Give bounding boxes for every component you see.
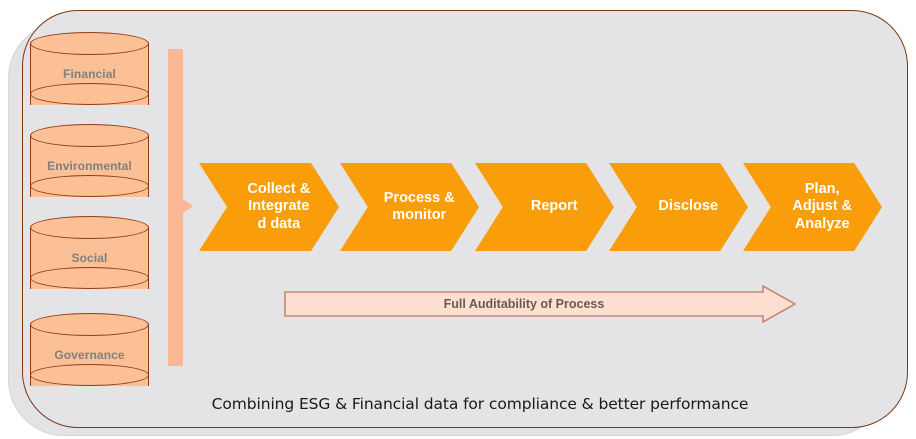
data-bus-bar	[168, 49, 183, 366]
data-source-cylinder-governance[interactable]: Governance	[30, 313, 149, 397]
cylinder-bottom-ellipse	[30, 83, 149, 105]
diagram-caption: Combining ESG & Financial data for compl…	[211, 395, 749, 413]
data-source-cylinder-financial[interactable]: Financial	[30, 32, 149, 116]
cylinder-label: Governance	[54, 348, 125, 362]
cylinder-bottom-ellipse	[30, 364, 149, 386]
cylinder-label: Environmental	[47, 159, 132, 173]
process-step-label: Report	[530, 198, 578, 215]
process-step-label: Collect & Integrate d data	[247, 181, 311, 232]
data-source-cylinder-environmental[interactable]: Environmental	[30, 124, 149, 208]
cylinder-top-ellipse	[30, 216, 149, 239]
cylinder-bottom-ellipse	[30, 175, 149, 197]
process-step-label: Process & monitor	[383, 189, 455, 223]
cylinder-top-ellipse	[30, 313, 149, 336]
data-source-cylinder-social[interactable]: Social	[30, 216, 149, 300]
process-step-label: Plan, Adjust & Analyze	[792, 181, 853, 232]
data-flow-arrow-icon	[183, 199, 193, 213]
cylinder-bottom-ellipse	[30, 267, 149, 289]
cylinder-top-ellipse	[30, 124, 149, 147]
cylinder-label: Social	[71, 251, 108, 265]
cylinder-top-ellipse	[30, 32, 149, 55]
process-step-label: Disclose	[658, 198, 719, 215]
audit-arrow-label: Full Auditability of Process	[443, 297, 605, 311]
cylinder-label: Financial	[63, 67, 116, 81]
full-auditability-arrow[interactable]: Full Auditability of Process	[284, 285, 796, 323]
audit-arrow-shape	[284, 285, 796, 323]
